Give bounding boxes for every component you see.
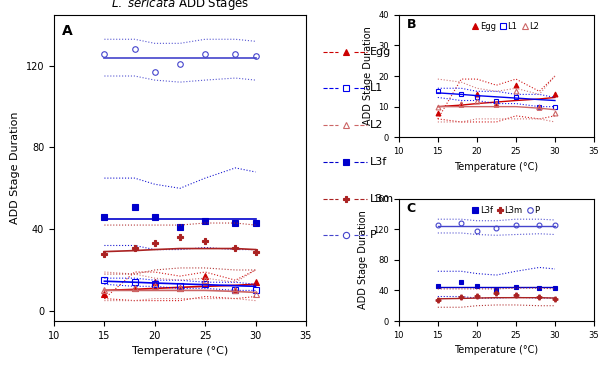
- X-axis label: Temperature (°C): Temperature (°C): [454, 162, 538, 172]
- Text: L2: L2: [370, 120, 383, 130]
- X-axis label: Temperature (°C): Temperature (°C): [132, 346, 228, 356]
- Text: C: C: [407, 202, 416, 215]
- Text: Egg: Egg: [370, 46, 391, 56]
- Text: L3m: L3m: [370, 193, 394, 204]
- X-axis label: Temperature (°C): Temperature (°C): [454, 345, 538, 355]
- Text: L1: L1: [370, 83, 383, 93]
- Y-axis label: ADD Stage Duration: ADD Stage Duration: [358, 210, 368, 309]
- Legend: Egg, L1, L2: Egg, L1, L2: [470, 19, 542, 35]
- Text: B: B: [407, 18, 416, 31]
- Text: P: P: [370, 230, 377, 240]
- Y-axis label: ADD Stage Duration: ADD Stage Duration: [10, 112, 20, 224]
- Text: L3f: L3f: [370, 157, 387, 167]
- Legend: L3f, L3m, P: L3f, L3m, P: [470, 203, 542, 218]
- Text: $\it{L.\ sericata}$ ADD Stages: $\it{L.\ sericata}$ ADD Stages: [111, 0, 249, 12]
- Text: A: A: [62, 24, 73, 38]
- Y-axis label: ADD Stage Duration: ADD Stage Duration: [363, 27, 373, 125]
